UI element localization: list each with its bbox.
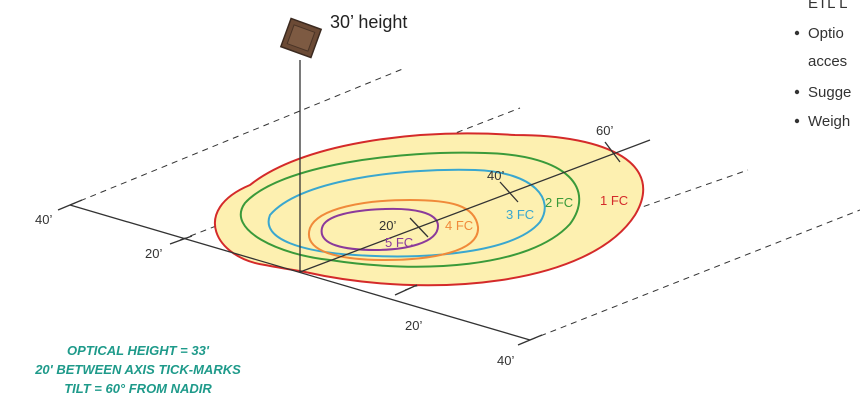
- contour-label-2fc: 2 FC: [545, 195, 573, 210]
- axis-label-left-40: 40’: [35, 212, 52, 227]
- sidebar-feature-list: ETL L Optio acces Sugge Weigh: [794, 0, 851, 130]
- contour-label-3fc: 3 FC: [506, 207, 534, 222]
- axes: [57, 60, 651, 346]
- bullet-icon: [794, 118, 800, 124]
- contour-label-4fc: 4 FC: [445, 218, 473, 233]
- contour-5fc: [320, 207, 440, 252]
- axis-label-right-60: 60’: [596, 123, 613, 138]
- contour-label-5fc: 5 FC: [385, 235, 413, 250]
- axis-label-bottom-40: 40’: [497, 353, 514, 368]
- axis-label-left-20: 20’: [145, 246, 162, 261]
- axis-label-center-40: 40’: [487, 168, 504, 183]
- contour-label-1fc: 1 FC: [600, 193, 628, 208]
- contour-4fc: [307, 198, 480, 262]
- contour-2fc: [239, 151, 581, 268]
- fixture-icon: [279, 17, 323, 59]
- bullet-icon: [794, 30, 800, 36]
- bullet-icon: [794, 89, 800, 95]
- sidebar-line-weight: Weigh: [808, 113, 850, 130]
- spec-tilt: TILT = 60° FROM NADIR: [64, 381, 212, 396]
- fixture-height-label: 30’ height: [330, 12, 407, 32]
- contour-1fc: [213, 132, 645, 287]
- sidebar-line-suggested: Sugge: [808, 84, 851, 101]
- spec-tick-spacing: 20' BETWEEN AXIS TICK-MARKS: [34, 362, 241, 377]
- sidebar-line-options: Optio: [808, 25, 844, 42]
- sidebar-line-etl: ETL L: [808, 0, 847, 12]
- spec-optical-height: OPTICAL HEIGHT = 33': [67, 343, 210, 358]
- sidebar-line-accessories: acces: [808, 53, 847, 70]
- axis-label-center-20: 20’: [379, 218, 396, 233]
- axis-label-bottom-20: 20’: [405, 318, 422, 333]
